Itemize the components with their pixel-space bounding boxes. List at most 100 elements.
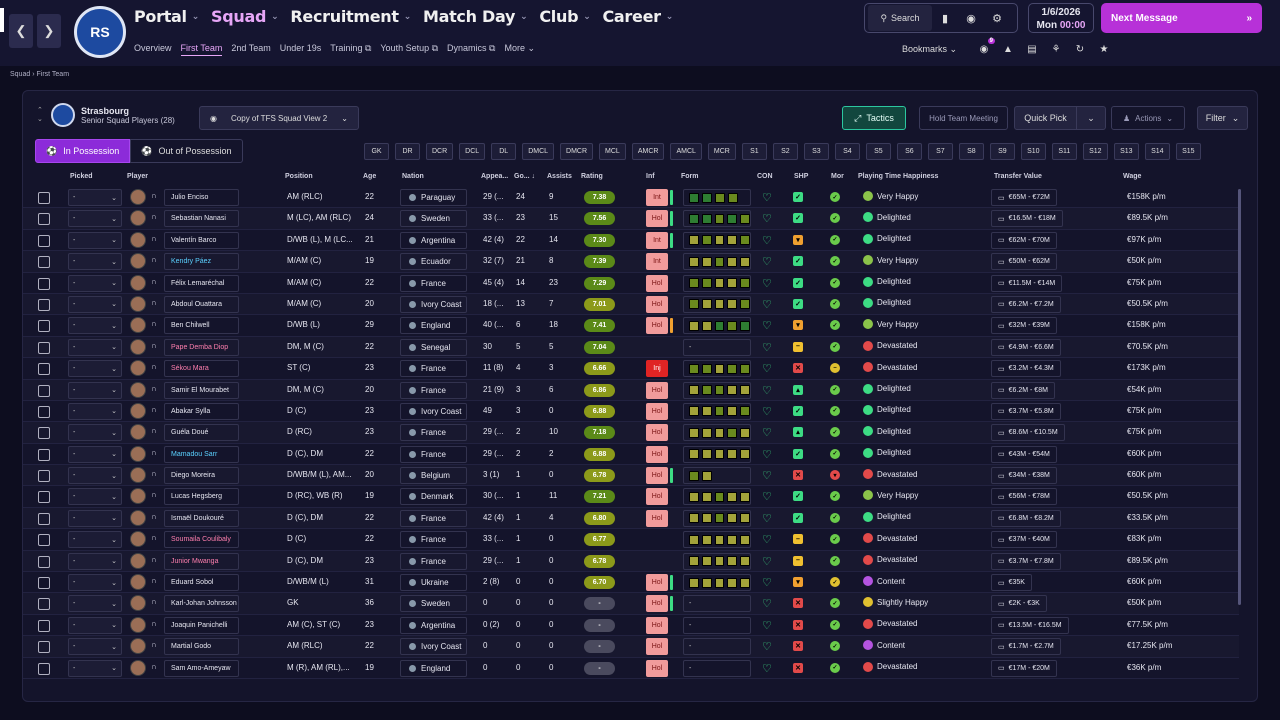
transfer-value[interactable]: ▭ €6.8M - €8.2M — [991, 509, 1061, 527]
inf-badge[interactable]: Hol — [646, 616, 668, 634]
table-row[interactable]: - ⌄ ∩ Diego Moreira D/WB/M (L), AM... 20 Belgi… — [23, 465, 1239, 487]
player-nation[interactable]: France — [400, 445, 467, 463]
player-name[interactable]: Lucas Hegsberg — [164, 488, 239, 506]
inf-badge[interactable]: Hol — [646, 467, 668, 485]
transfer-value[interactable]: ▭ €1.7M - €2.7M — [991, 638, 1061, 656]
col-apps[interactable]: Appea... — [481, 173, 509, 180]
col-player[interactable]: Player — [127, 173, 149, 180]
transfer-value[interactable]: ▭ €16.5M - €18M — [991, 210, 1063, 228]
col-goals[interactable]: Go... ↓ — [514, 173, 535, 180]
inf-badge[interactable]: Hol — [646, 274, 668, 292]
inf-badge[interactable]: Hol — [646, 509, 668, 527]
bookmarks-dropdown[interactable]: Bookmarks ⌄ — [902, 44, 958, 54]
position-chip-s1[interactable]: S1 — [741, 143, 767, 160]
col-rating[interactable]: Rating — [581, 173, 603, 180]
position-chip-amcl[interactable]: AMCL — [670, 143, 702, 160]
player-name[interactable]: Félix Lemaréchal — [164, 274, 239, 292]
picked-dropdown[interactable]: - ⌄ — [68, 189, 122, 206]
player-name[interactable]: Martial Godo — [164, 638, 239, 656]
player-name[interactable]: Valentín Barco — [164, 231, 239, 249]
player-nation[interactable]: Denmark — [400, 488, 467, 506]
row-checkbox[interactable] — [38, 213, 50, 226]
picked-dropdown[interactable]: - ⌄ — [68, 424, 122, 442]
player-nation[interactable]: Senegal — [400, 338, 467, 356]
position-chip-s4[interactable]: S4 — [834, 143, 860, 160]
row-checkbox[interactable] — [38, 256, 50, 269]
inf-badge[interactable]: Hol — [646, 638, 668, 656]
row-checkbox[interactable] — [38, 277, 50, 290]
subnav-item-2[interactable]: 2nd Team — [231, 43, 271, 53]
chat-icon[interactable]: ◉ 9 — [979, 38, 995, 55]
table-row[interactable]: - ⌄ ∩ Valentín Barco D/WB (L), M (LC... 21 Arg… — [23, 230, 1239, 252]
position-chip-dl[interactable]: DL — [491, 143, 517, 160]
picked-dropdown[interactable]: - ⌄ — [68, 638, 122, 656]
picked-dropdown[interactable]: - ⌄ — [68, 445, 122, 463]
player-name[interactable]: Sékou Mara — [164, 360, 239, 378]
picked-dropdown[interactable]: - ⌄ — [68, 488, 122, 506]
picked-dropdown[interactable]: - ⌄ — [68, 231, 122, 249]
transfer-value[interactable]: ▭ €6.2M - €7.2M — [991, 295, 1061, 313]
chevron-down-icon[interactable]: ⌄ — [1087, 112, 1095, 123]
position-chip-mcr[interactable]: MCR — [707, 143, 736, 160]
inf-badge[interactable]: Hol — [646, 659, 668, 677]
picked-dropdown[interactable]: - ⌄ — [68, 402, 122, 420]
player-name[interactable]: Samir El Mourabet — [164, 381, 239, 399]
player-nation[interactable]: France — [400, 509, 467, 527]
hold-team-meeting-button[interactable]: Hold Team Meeting — [919, 106, 1008, 130]
row-checkbox[interactable] — [38, 384, 50, 397]
back-button[interactable]: ❮ — [9, 14, 33, 48]
player-nation[interactable]: Sweden — [400, 210, 467, 228]
player-nation[interactable]: Belgium — [400, 467, 467, 485]
tactics-button[interactable]: ⤢ Tactics — [842, 106, 906, 130]
table-row[interactable]: - ⌄ ∩ Samir El Mourabet DM, M (C) 20 France 21 … — [23, 379, 1239, 401]
position-chip-s12[interactable]: S12 — [1082, 143, 1108, 160]
subnav-item-6[interactable]: Dynamics ⧉ — [447, 43, 496, 53]
table-row[interactable]: - ⌄ ∩ Pape Demba Diop DM, M (C) 22 Senegal 30 5 5… — [23, 336, 1239, 359]
table-row[interactable]: - ⌄ ∩ Mamadou Sarr D (C), DM 22 France 29 (... 2… — [23, 444, 1239, 466]
player-name[interactable]: Abdoul Ouattara — [164, 295, 239, 313]
subnav-item-3[interactable]: Under 19s — [279, 43, 322, 53]
picked-dropdown[interactable]: - ⌄ — [68, 295, 122, 313]
subnav-item-5[interactable]: Youth Setup ⧉ — [380, 43, 439, 53]
transfer-value[interactable]: ▭ €34M - €38M — [991, 467, 1057, 485]
inf-badge[interactable]: Hol — [646, 317, 668, 335]
col-nation[interactable]: Nation — [402, 173, 424, 180]
row-checkbox[interactable] — [38, 405, 50, 418]
picked-dropdown[interactable]: - ⌄ — [68, 531, 122, 549]
nav-club[interactable]: Club ⌄ — [539, 7, 590, 26]
table-row[interactable]: - ⌄ ∩ Abdoul Ouattara M/AM (C) 20 Ivory Coast 1… — [23, 293, 1239, 316]
position-chip-s3[interactable]: S3 — [803, 143, 829, 160]
inf-badge[interactable]: Int — [646, 231, 668, 249]
col-happiness[interactable]: Playing Time Happiness — [858, 173, 939, 180]
position-chip-dcl[interactable]: DCL — [459, 143, 486, 160]
position-chip-s15[interactable]: S15 — [1175, 143, 1201, 160]
inf-badge[interactable]: Hol — [646, 381, 668, 399]
picked-dropdown[interactable]: - ⌄ — [68, 574, 122, 592]
table-row[interactable]: - ⌄ ∩ Martial Godo AM (RLC) 22 Ivory Coast 0 0 0-… — [23, 636, 1239, 658]
collapse-toggle[interactable]: ⌃ ⌄ — [37, 107, 43, 123]
nav-career[interactable]: Career ⌄ — [602, 7, 673, 26]
player-name[interactable]: Julio Enciso — [164, 189, 239, 206]
table-row[interactable]: - ⌄ ∩ Karl-Johan Johnsson GK 36 Sweden 0 0 0- Hol -… — [23, 593, 1239, 615]
transfer-value[interactable]: ▭ €56M - €78M — [991, 488, 1057, 506]
position-chip-s9[interactable]: S9 — [989, 143, 1015, 160]
actions-button[interactable]: ♟ Actions ⌄ — [1111, 106, 1185, 130]
position-chip-s10[interactable]: S10 — [1020, 143, 1046, 160]
nav-squad[interactable]: Squad ⌄ — [211, 7, 279, 26]
picked-dropdown[interactable]: - ⌄ — [68, 381, 122, 399]
col-age[interactable]: Age — [363, 173, 377, 180]
picked-dropdown[interactable]: - ⌄ — [68, 317, 122, 335]
forward-button[interactable]: ❯ — [37, 14, 61, 48]
table-row[interactable]: - ⌄ ∩ Sebastian Nanasi M (LC), AM (RLC) 24 Swe… — [23, 208, 1239, 230]
row-checkbox[interactable] — [38, 427, 50, 440]
row-checkbox[interactable] — [38, 534, 50, 547]
table-row[interactable]: - ⌄ ∩ Sékou Mara ST (C) 23 France 11 (8) 4 3 6.66 I… — [23, 358, 1239, 380]
transfer-value[interactable]: ▭ €17M - €20M — [991, 659, 1057, 677]
quick-pick-button[interactable]: Quick Pick ⌄ — [1014, 106, 1106, 130]
table-row[interactable]: - ⌄ ∩ Guéla Doué D (RC) 23 France 29 (... 2 10 7.1… — [23, 422, 1239, 444]
subnav-item-1[interactable]: First Team — [180, 43, 223, 56]
player-name[interactable]: Diego Moreira — [164, 467, 239, 485]
inf-badge[interactable]: Hol — [646, 424, 668, 442]
table-row[interactable]: - ⌄ ∩ Soumaila Coulibaly D (C) 22 France 33 (..… — [23, 529, 1239, 551]
player-nation[interactable]: France — [400, 552, 467, 570]
